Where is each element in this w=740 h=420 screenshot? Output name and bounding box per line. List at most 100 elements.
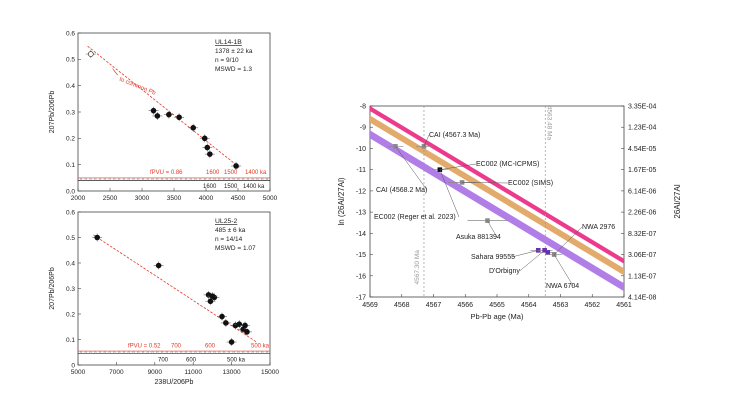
concordia-marker — [89, 178, 92, 181]
data-point — [209, 293, 216, 299]
fpvu-label: fPVU = 0.86 — [150, 170, 183, 176]
concordia-marker — [79, 178, 83, 181]
concordia-marker — [237, 178, 240, 181]
data-point — [154, 113, 161, 119]
concordia-marker — [137, 351, 140, 354]
y-tick-label-left: -14 — [356, 231, 366, 238]
concordia-marker — [203, 178, 207, 181]
y-tick-label-right: 3.06E-07 — [628, 252, 657, 259]
y-tick-label-left: -12 — [356, 188, 366, 195]
x-tick-label: 4566 — [457, 302, 473, 309]
concordia-marker — [89, 351, 92, 354]
y-axis-label: 207Pb/206Pb — [49, 267, 56, 310]
red-age-label: 500 ka — [251, 343, 270, 349]
y-tick-label-left: -9 — [360, 125, 366, 132]
concordia-marker — [122, 351, 126, 354]
y-tick-label: 0.4 — [66, 260, 75, 267]
red-age-label: 700 — [171, 343, 182, 349]
concordia-marker — [208, 178, 211, 181]
x-tick-label: 4500 — [231, 195, 246, 202]
concordia-marker — [141, 351, 145, 354]
concordia-marker — [199, 351, 202, 354]
data-point — [551, 252, 557, 257]
annotation-label: NWA 6704 — [546, 283, 579, 290]
common-pb-label: to common Pb — [118, 77, 157, 97]
concordia-marker — [237, 351, 240, 354]
annotation-leader — [462, 182, 509, 184]
y-tick-label: 0.6 — [66, 30, 75, 37]
concordia-marker — [203, 351, 207, 354]
concordia-marker — [156, 351, 159, 354]
concordia-marker — [222, 178, 226, 181]
concordia-marker — [189, 178, 192, 181]
red-age-label: 1600 — [206, 170, 220, 176]
concordia-marker — [170, 178, 173, 181]
y-axis-label: 207Pb/206Pb — [49, 91, 56, 134]
concordia-marker — [146, 351, 149, 354]
concordia-marker — [170, 351, 173, 354]
y-tick-label: 0.1 — [66, 337, 75, 344]
x-tick-label: 13000 — [223, 369, 241, 376]
regression-line — [93, 234, 257, 343]
concordia-marker — [122, 178, 126, 181]
concordia-marker — [118, 351, 121, 354]
x-tick-label: 3000 — [135, 195, 150, 202]
data-point — [223, 320, 229, 326]
concordia-marker — [189, 351, 192, 354]
x-tick-label: 4563 — [553, 302, 569, 309]
y-tick-label: 0.2 — [66, 311, 75, 318]
x-tick-label: 4569 — [362, 302, 378, 309]
stat-text: n = 9/10 — [215, 57, 239, 64]
y-tick-label-right: 1.13E-07 — [628, 273, 657, 280]
y-tick-label: 0.5 — [66, 57, 75, 64]
concordia-marker — [94, 178, 97, 181]
y-tick-label-left: -10 — [356, 146, 366, 153]
concordia-marker — [184, 351, 188, 354]
data-point — [421, 144, 427, 149]
x-tick-label: 4564 — [521, 302, 537, 309]
concordia-marker — [132, 351, 135, 354]
concordia-marker — [242, 351, 245, 354]
concordia-marker — [108, 178, 111, 181]
fpvu-label: fPVU = 0.52 — [128, 343, 161, 349]
data-point — [176, 114, 182, 121]
y-axis-label-left: ln (26Al/27Al) — [337, 177, 346, 225]
data-point — [244, 329, 250, 335]
concordia-marker — [165, 178, 168, 181]
stat-text: MSWD = 1.07 — [215, 245, 256, 252]
concordia-marker — [113, 178, 116, 181]
concordia-marker — [180, 178, 183, 181]
x-axis-label: 238U/206Pb — [155, 379, 194, 386]
concordia-marker — [180, 351, 183, 354]
data-point — [228, 339, 235, 345]
concordia-marker — [160, 351, 164, 354]
concordia-marker — [108, 351, 111, 354]
annotation-leader — [519, 250, 545, 272]
concordia-marker — [246, 178, 250, 181]
concordia-marker — [165, 351, 168, 354]
concordia-marker — [227, 178, 230, 181]
sample-name: UL14-1B — [215, 39, 242, 46]
vline-label: 4567.30 Ma — [414, 250, 421, 285]
annotation-leader — [423, 134, 430, 147]
concordia-marker — [213, 351, 216, 354]
concordia-marker — [242, 178, 245, 181]
y-tick-label: 0.0 — [66, 188, 75, 195]
y-tick-label: 0.6 — [66, 209, 75, 216]
x-tick-label: 4561 — [616, 302, 632, 309]
x-tick-label: 7000 — [109, 369, 124, 376]
x-tick-label: 2500 — [103, 195, 118, 202]
y-tick-label: 0.1 — [66, 162, 75, 169]
stat-text: MSWD = 1.3 — [215, 66, 252, 73]
concordia-marker — [218, 351, 221, 354]
data-point — [190, 125, 196, 131]
x-tick-label: 15000 — [261, 369, 279, 376]
annotation-label: CAI (4568.2 Ma) — [376, 187, 427, 194]
x-tick-label: 5000 — [71, 369, 86, 376]
concordia-marker — [232, 178, 235, 181]
y-tick-label-right: 1.23E-04 — [628, 125, 657, 132]
concordia-marker — [137, 178, 140, 181]
concordia-marker — [232, 351, 235, 354]
stat-text: 1378 ± 22 ka — [215, 48, 253, 55]
x-tick-label: 9000 — [148, 369, 163, 376]
